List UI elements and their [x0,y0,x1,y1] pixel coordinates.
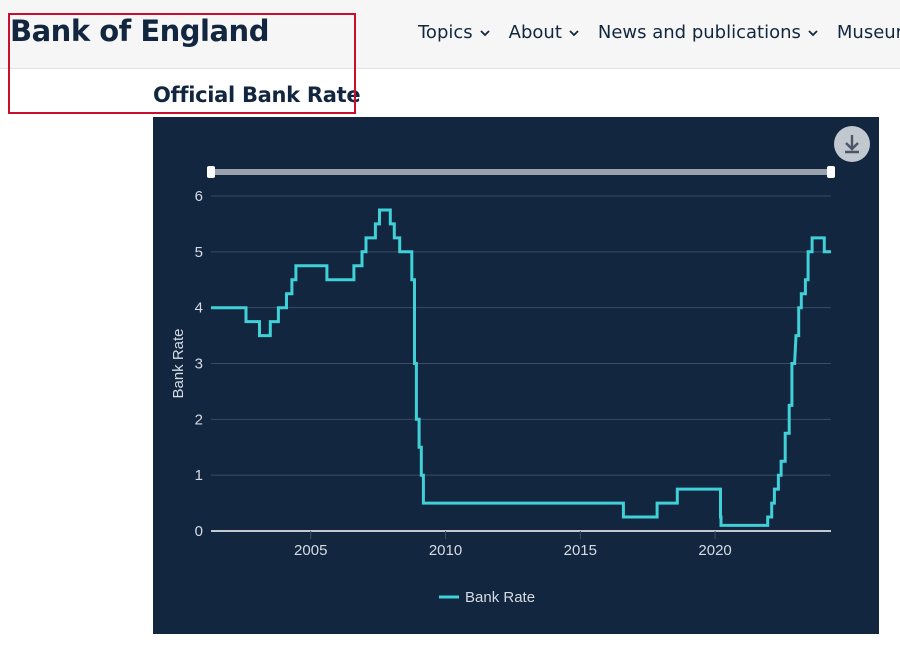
y-tick-label: 3 [195,356,203,373]
y-tick-label: 1 [195,467,203,484]
nav-item-about[interactable]: About [509,22,580,43]
main-nav: Topics About News and publications Museu… [418,22,900,43]
chevron-down-icon [569,29,579,36]
x-tick-label: 2020 [698,542,731,559]
nav-label: Museum [836,22,900,43]
y-tick-label: 4 [195,300,203,317]
y-axis-label: Bank Rate [170,328,187,398]
nav-item-news[interactable]: News and publications [598,22,819,43]
y-tick-label: 5 [195,244,203,261]
download-icon [845,135,859,154]
nav-label: Topics [418,22,473,43]
y-tick-label: 6 [195,188,203,205]
chart-background [153,117,879,634]
chart-container: 0 1 2 3 4 5 6 2005 2010 2015 2020 Bank Rate Bank Rat… [153,117,879,634]
highlight-box [8,13,356,114]
x-tick-label: 2005 [294,542,327,559]
y-tick-label: 2 [195,411,203,428]
site-logo[interactable]: Bank of England [10,14,269,48]
x-tick-label: 2015 [564,542,597,559]
page-title: Official Bank Rate [153,83,361,107]
x-tick-label: 2010 [429,542,462,559]
chevron-down-icon [808,29,818,36]
bank-rate-chart: 0 1 2 3 4 5 6 2005 2010 2015 2020 Bank Rate Bank Rat… [153,117,879,634]
range-handle-start[interactable] [207,166,215,178]
nav-label: News and publications [597,22,801,43]
nav-label: About [508,22,562,43]
y-tick-label: 0 [195,523,203,540]
series-line [211,208,831,527]
range-handle-end[interactable] [827,166,835,178]
nav-item-topics[interactable]: Topics [418,22,491,43]
chevron-down-icon [480,29,490,36]
site-header: Bank of England Topics About News and pu… [0,0,900,69]
legend-label[interactable]: Bank Rate [465,589,535,606]
nav-item-museum[interactable]: Museum [837,22,900,43]
